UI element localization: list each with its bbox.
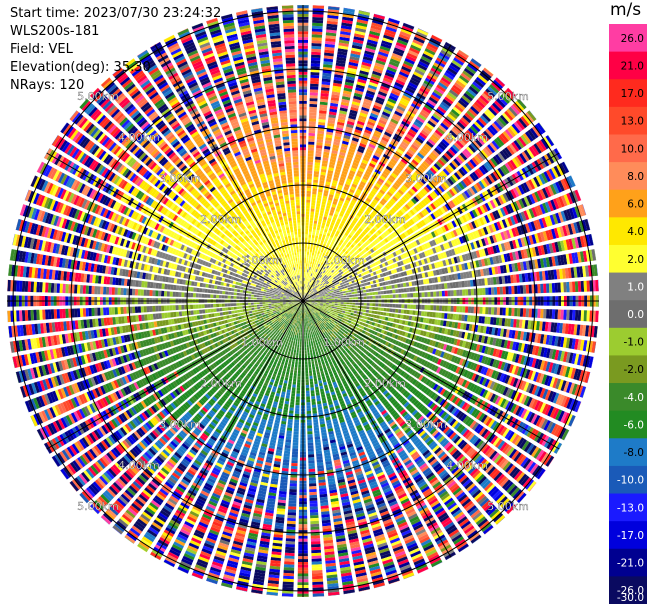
ring-label: 2.00km xyxy=(200,213,242,226)
ring-label: 2.00km xyxy=(364,213,406,226)
colorbar-bin xyxy=(609,162,647,191)
azimuth-spoke-330 xyxy=(154,44,304,302)
colorbar-bin xyxy=(609,576,647,604)
colorbar-tick-label: -21.0 xyxy=(617,558,644,570)
colorbar-tick-label: 0.0 xyxy=(627,309,644,321)
colorbar: 26.0 21.0 17.0 13.0 10.0 8.0 6.0 4.0 2.0 1.0 0.0 -1… xyxy=(609,24,647,604)
instrument-text: WLS200s-181 xyxy=(10,24,99,39)
colorbar-bin xyxy=(609,548,647,577)
colorbar-bin xyxy=(609,410,647,439)
azimuth-spoke-240 xyxy=(46,300,304,450)
ring-label: 1.00km xyxy=(323,254,365,267)
azimuth-spoke-30 xyxy=(302,44,452,302)
nrays-text: NRays: 120 xyxy=(10,78,84,93)
colorbar-tick-label: 8.0 xyxy=(627,171,644,183)
ring-label: 5.00km xyxy=(487,500,529,513)
ring-label: 4.00km xyxy=(118,131,160,144)
ring-label: 3.00km xyxy=(405,418,447,431)
ring-label: 4.00km xyxy=(446,459,488,472)
colorbar-tick-label: -1.0 xyxy=(624,337,645,349)
ring-label: 3.00km xyxy=(159,172,201,185)
velocity-field xyxy=(7,5,599,597)
azimuth-spoke-60 xyxy=(302,152,560,302)
colorbar-bin xyxy=(609,106,647,135)
colorbar-tick-label: 2.0 xyxy=(627,254,644,266)
ring-label: 4.00km xyxy=(446,131,488,144)
colorbar-bin xyxy=(609,327,647,356)
colorbar-tick-label: -10.0 xyxy=(617,475,644,487)
colorbar-unit: m/s xyxy=(610,0,641,20)
colorbar-tick-label: 13.0 xyxy=(621,116,644,128)
ring-label: 3.00km xyxy=(159,418,201,431)
colorbar-tick-label: 26.0 xyxy=(621,33,644,45)
colorbar-tick-label: -2.0 xyxy=(624,364,645,376)
colorbar-tick-label: 6.0 xyxy=(627,199,644,211)
colorbar-bin xyxy=(609,217,647,246)
colorbar-bin xyxy=(609,300,647,329)
colorbar-tick-label: -13.0 xyxy=(617,502,644,514)
colorbar-bin xyxy=(609,438,647,467)
ring-label: 2.00km xyxy=(200,377,242,390)
colorbar-tick-label: 17.0 xyxy=(621,88,644,100)
colorbar-bin xyxy=(609,493,647,522)
colorbar-tick-label: 4.0 xyxy=(627,226,644,238)
colorbar-bin xyxy=(609,244,647,274)
colorbar-bin xyxy=(609,465,647,495)
ring-label: 5.00km xyxy=(487,90,529,103)
colorbar-bin xyxy=(609,189,647,218)
colorbar-tick-label: -6.0 xyxy=(624,419,645,431)
colorbar-bin xyxy=(609,355,647,384)
colorbar-bin xyxy=(609,134,647,163)
ring-label: 5.00km xyxy=(77,500,119,513)
colorbar-tick-label: -8.0 xyxy=(624,447,645,459)
colorbar-bin xyxy=(609,272,647,301)
ring-label: 5.00km xyxy=(77,90,119,103)
colorbar-bin xyxy=(609,51,647,80)
colorbar-tick-label: -30.0 xyxy=(617,592,644,604)
colorbar-tick-label: 10.0 xyxy=(621,143,644,155)
ring-label: 2.00km xyxy=(364,377,406,390)
azimuth-spoke-120 xyxy=(302,300,560,450)
colorbar-bin xyxy=(609,79,647,108)
ring-label: 1.00km xyxy=(323,336,365,349)
colorbar-tick-label: -26.0 xyxy=(617,585,644,597)
elevation-text: Elevation(deg): 35.30 xyxy=(10,60,151,75)
azimuth-spoke-210 xyxy=(154,300,304,558)
colorbar-tick-label: -4.0 xyxy=(624,392,645,404)
colorbar-tick-label: 1.0 xyxy=(627,281,644,293)
ring-label: 1.00km xyxy=(241,336,283,349)
colorbar-bin xyxy=(609,24,647,53)
azimuth-spoke-150 xyxy=(302,300,452,558)
ring-label: 4.00km xyxy=(118,459,160,472)
colorbar-tick-label: 21.0 xyxy=(621,60,644,72)
colorbar-bin xyxy=(609,383,647,412)
azimuth-spoke-300 xyxy=(46,152,304,302)
start-time-text: Start time: 2023/07/30 23:24:32 xyxy=(10,6,221,21)
field-text: Field: VEL xyxy=(10,42,73,57)
ring-label: 3.00km xyxy=(405,172,447,185)
colorbar-bin xyxy=(609,521,647,550)
colorbar-tick-label: -17.0 xyxy=(617,530,644,542)
ring-label: 1.00km xyxy=(241,254,283,267)
